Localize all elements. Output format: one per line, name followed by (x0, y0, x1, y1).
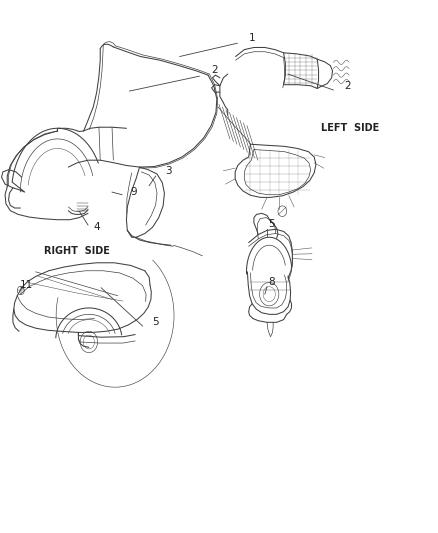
Text: LEFT  SIDE: LEFT SIDE (321, 123, 379, 133)
Text: 5: 5 (152, 317, 159, 327)
Text: RIGHT  SIDE: RIGHT SIDE (44, 246, 110, 255)
Text: 3: 3 (166, 166, 172, 176)
Text: 1: 1 (248, 33, 255, 43)
Text: 8: 8 (268, 278, 275, 287)
Text: 2: 2 (211, 65, 218, 75)
Text: 4: 4 (93, 222, 100, 232)
Text: 9: 9 (131, 187, 137, 197)
Text: 11: 11 (20, 280, 34, 290)
Text: 2: 2 (345, 81, 351, 91)
Text: 5: 5 (268, 219, 275, 229)
